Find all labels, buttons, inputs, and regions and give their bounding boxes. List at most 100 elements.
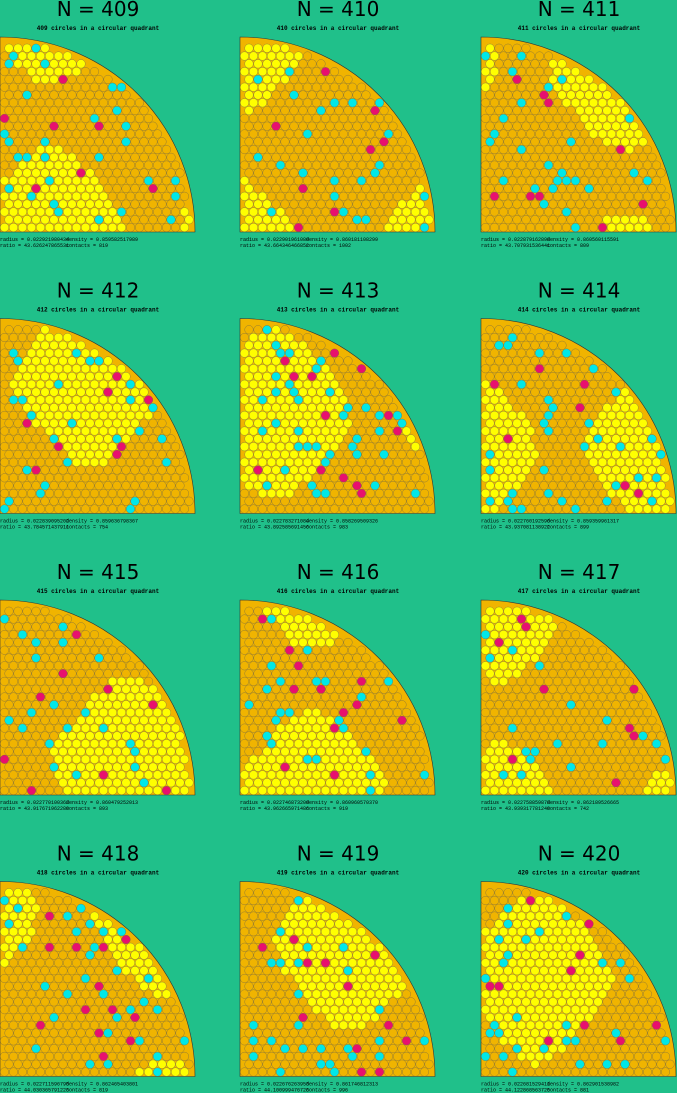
stat: contacts = 983 bbox=[306, 525, 348, 531]
packed-circle bbox=[244, 1059, 254, 1069]
packed-circle bbox=[325, 715, 335, 725]
packed-circle bbox=[508, 51, 517, 61]
packed-circle bbox=[557, 168, 567, 178]
packed-circle bbox=[494, 778, 504, 788]
packed-circle bbox=[130, 731, 140, 741]
packed-circle bbox=[494, 935, 504, 944]
packed-circle bbox=[18, 1020, 27, 1030]
packed-circle bbox=[539, 106, 549, 116]
packed-circle bbox=[81, 739, 90, 749]
packed-circle bbox=[162, 160, 171, 170]
packed-circle bbox=[370, 215, 380, 225]
packed-circle bbox=[485, 919, 495, 929]
packed-circle bbox=[616, 1036, 625, 1046]
packed-circle bbox=[384, 207, 393, 217]
packed-circle bbox=[508, 457, 517, 467]
packed-circle bbox=[593, 168, 603, 178]
packed-circle bbox=[352, 184, 362, 193]
packed-circle bbox=[103, 653, 113, 663]
packed-circle bbox=[388, 418, 398, 428]
packed-circle bbox=[67, 997, 77, 1007]
packed-circle bbox=[544, 942, 553, 952]
packed-circle bbox=[357, 457, 366, 467]
packed-circle bbox=[330, 504, 339, 514]
packed-circle bbox=[361, 481, 371, 491]
packed-circle bbox=[539, 372, 549, 381]
packed-circle bbox=[4, 903, 14, 913]
packed-circle bbox=[494, 481, 504, 491]
packed-circle bbox=[584, 434, 594, 444]
packed-circle bbox=[316, 199, 326, 209]
packed-circle bbox=[298, 465, 308, 475]
packed-circle bbox=[316, 465, 326, 475]
packed-circle bbox=[330, 942, 339, 952]
packed-circle bbox=[171, 191, 180, 201]
packed-circle bbox=[339, 989, 348, 999]
packed-circle bbox=[144, 1020, 153, 1030]
packed-circle bbox=[67, 387, 77, 397]
packed-circle bbox=[31, 622, 41, 632]
packed-circle bbox=[153, 411, 162, 420]
packed-circle bbox=[157, 731, 167, 741]
packed-circle bbox=[481, 708, 490, 718]
packed-circle bbox=[339, 974, 348, 983]
packed-circle bbox=[512, 715, 522, 725]
packed-circle bbox=[63, 786, 72, 795]
packed-circle bbox=[240, 692, 249, 702]
packed-circle bbox=[81, 411, 90, 420]
packed-circle bbox=[249, 739, 258, 749]
packed-circle bbox=[126, 191, 135, 201]
packed-circle bbox=[593, 106, 603, 116]
packed-circle bbox=[121, 465, 131, 475]
packed-circle bbox=[352, 778, 362, 788]
packed-circle bbox=[548, 700, 558, 710]
packed-circle bbox=[343, 403, 353, 413]
packed-circle bbox=[9, 911, 18, 921]
packed-circle bbox=[22, 950, 32, 960]
packed-circle bbox=[584, 418, 594, 428]
packed-circle bbox=[58, 434, 68, 444]
packed-circle bbox=[397, 418, 407, 428]
packed-circle bbox=[63, 129, 72, 139]
packed-circle bbox=[58, 747, 68, 756]
packed-circle bbox=[31, 606, 41, 616]
packed-circle bbox=[548, 168, 558, 178]
packed-circle bbox=[54, 207, 63, 217]
packed-circle bbox=[384, 974, 393, 983]
packed-circle bbox=[634, 473, 643, 483]
packed-circle bbox=[580, 442, 589, 452]
packed-circle bbox=[81, 395, 90, 405]
packed-circle bbox=[262, 74, 272, 84]
packed-circle bbox=[539, 356, 549, 366]
packed-circle bbox=[379, 997, 389, 1007]
packed-circle bbox=[535, 896, 544, 905]
packed-circle bbox=[253, 747, 263, 756]
packed-circle bbox=[103, 403, 113, 413]
packed-circle bbox=[144, 223, 153, 232]
packed-circle bbox=[535, 176, 544, 186]
packed-circle bbox=[139, 981, 149, 991]
packed-circle bbox=[36, 488, 45, 498]
packed-circle bbox=[112, 168, 122, 178]
packed-circle bbox=[494, 121, 504, 131]
packed-circle bbox=[607, 1020, 616, 1030]
packed-circle bbox=[539, 935, 549, 944]
packed-circle bbox=[76, 403, 86, 413]
packed-circle bbox=[348, 504, 357, 514]
packed-circle bbox=[303, 176, 312, 186]
packed-circle bbox=[58, 121, 68, 131]
packed-circle bbox=[289, 356, 299, 366]
packed-circle bbox=[294, 395, 303, 405]
packed-circle bbox=[557, 950, 567, 960]
packed-circle bbox=[99, 974, 108, 983]
packed-circle bbox=[499, 176, 508, 186]
packed-circle bbox=[280, 669, 290, 679]
packed-circle bbox=[94, 762, 104, 772]
packed-circle bbox=[285, 927, 294, 937]
packed-circle bbox=[126, 958, 135, 968]
packed-circle bbox=[521, 403, 531, 413]
packed-circle bbox=[508, 1020, 517, 1030]
packed-circle bbox=[117, 223, 126, 232]
packed-circle bbox=[665, 1059, 675, 1069]
